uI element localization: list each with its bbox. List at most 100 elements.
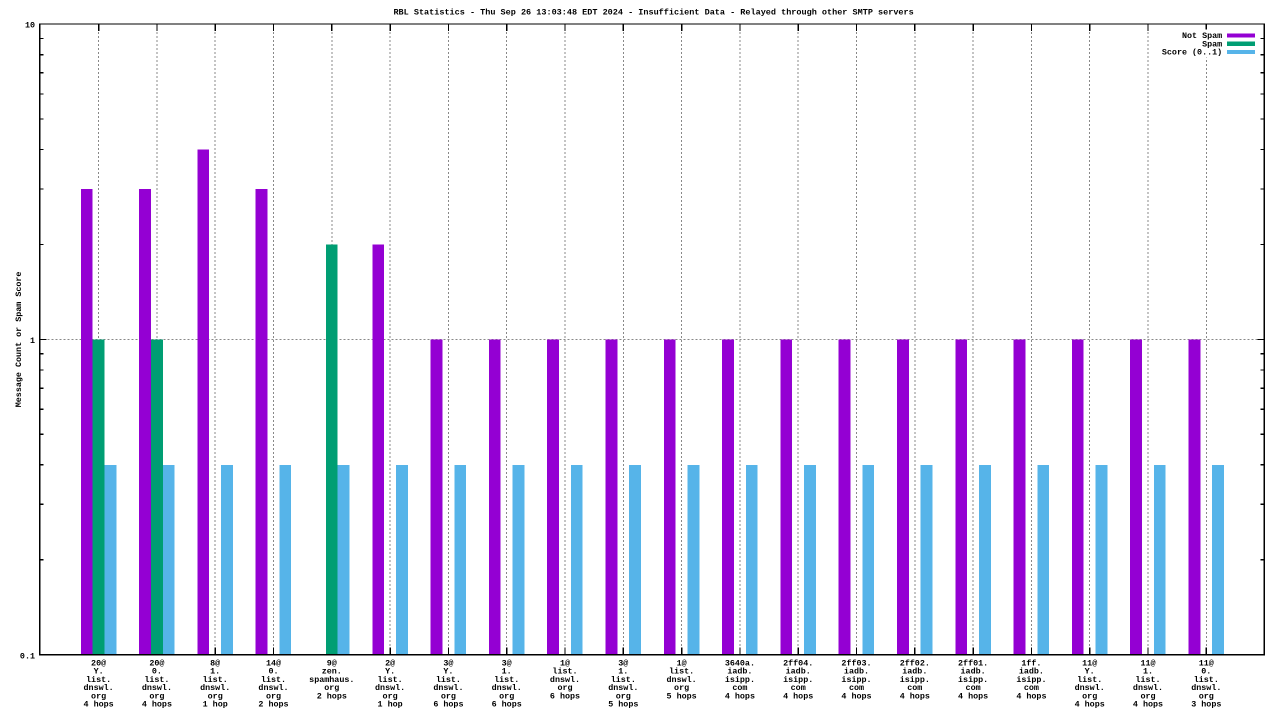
svg-text:com: com	[791, 683, 806, 693]
svg-text:3 hops: 3 hops	[1191, 700, 1221, 710]
svg-text:1 hop: 1 hop	[203, 700, 228, 710]
svg-text:8@: 8@	[210, 658, 220, 668]
svg-text:5 hops: 5 hops	[667, 691, 697, 701]
svg-text:dnswl.: dnswl.	[200, 683, 230, 693]
svg-text:com: com	[732, 683, 747, 693]
svg-text:0.1: 0.1	[20, 651, 35, 661]
svg-text:isipp.: isipp.	[725, 675, 755, 685]
svg-text:1ff.: 1ff.	[1021, 658, 1041, 668]
svg-text:2 hops: 2 hops	[317, 691, 347, 701]
svg-text:org: org	[208, 691, 223, 701]
svg-text:list.: list.	[261, 675, 286, 685]
svg-text:0.: 0.	[268, 667, 278, 677]
svg-text:org: org	[1199, 691, 1214, 701]
svg-text:dnswl.: dnswl.	[608, 683, 638, 693]
svg-text:dnswl.: dnswl.	[375, 683, 405, 693]
svg-text:org: org	[1082, 691, 1097, 701]
svg-text:list.: list.	[86, 675, 111, 685]
svg-text:iadb.: iadb.	[844, 667, 869, 677]
svg-text:1.: 1.	[1143, 667, 1153, 677]
svg-text:com: com	[1024, 683, 1039, 693]
svg-text:10: 10	[25, 21, 35, 31]
svg-text:dnswl.: dnswl.	[258, 683, 288, 693]
svg-text:com: com	[966, 683, 981, 693]
svg-text:6 hops: 6 hops	[550, 691, 580, 701]
svg-text:list.: list.	[378, 675, 403, 685]
svg-text:iadb.: iadb.	[1019, 667, 1044, 677]
svg-text:4 hops: 4 hops	[783, 691, 813, 701]
svg-text:4 hops: 4 hops	[1133, 700, 1163, 710]
svg-text:dnswl.: dnswl.	[1075, 683, 1105, 693]
svg-text:5 hops: 5 hops	[608, 700, 638, 710]
svg-text:20@: 20@	[91, 658, 106, 668]
svg-text:3@: 3@	[618, 658, 628, 668]
svg-text:1: 1	[30, 336, 35, 346]
svg-text:list.: list.	[494, 675, 519, 685]
svg-text:dnswl.: dnswl.	[550, 675, 580, 685]
svg-text:dnswl.: dnswl.	[84, 683, 114, 693]
svg-text:list.: list.	[611, 675, 636, 685]
svg-text:isipp.: isipp.	[841, 675, 871, 685]
svg-text:0.: 0.	[1201, 667, 1211, 677]
svg-text:20@: 20@	[149, 658, 164, 668]
svg-text:0.: 0.	[152, 667, 162, 677]
svg-text:isipp.: isipp.	[958, 675, 988, 685]
svg-text:com: com	[907, 683, 922, 693]
svg-text:org: org	[557, 683, 572, 693]
svg-text:spamhaus.: spamhaus.	[309, 675, 354, 685]
svg-text:4 hops: 4 hops	[142, 700, 172, 710]
svg-text:list.: list.	[436, 675, 461, 685]
svg-text:3@: 3@	[443, 658, 453, 668]
svg-text:org: org	[149, 691, 164, 701]
svg-text:Spam: Spam	[1202, 40, 1222, 50]
svg-text:1.: 1.	[618, 667, 628, 677]
svg-text:iadb.: iadb.	[902, 667, 927, 677]
svg-text:RBL Statistics - Thu Sep 26 13: RBL Statistics - Thu Sep 26 13:03:48 EDT…	[393, 7, 913, 17]
svg-text:1@: 1@	[560, 658, 570, 668]
svg-text:4 hops: 4 hops	[725, 691, 755, 701]
svg-text:iadb.: iadb.	[961, 667, 986, 677]
svg-text:dnswl.: dnswl.	[492, 683, 522, 693]
svg-text:dnswl.: dnswl.	[142, 683, 172, 693]
svg-text:iadb.: iadb.	[727, 667, 752, 677]
svg-text:11@: 11@	[1082, 658, 1097, 668]
svg-text:list.: list.	[1077, 675, 1102, 685]
svg-text:org: org	[383, 691, 398, 701]
svg-text:1@: 1@	[677, 658, 687, 668]
svg-text:2ff03.: 2ff03.	[841, 658, 871, 668]
svg-text:isipp.: isipp.	[1016, 675, 1046, 685]
svg-text:list.: list.	[669, 667, 694, 677]
svg-text:4 hops: 4 hops	[1075, 700, 1105, 710]
svg-text:org: org	[1140, 691, 1155, 701]
svg-text:4 hops: 4 hops	[958, 691, 988, 701]
svg-text:zen.: zen.	[322, 667, 342, 677]
svg-text:list.: list.	[1194, 675, 1219, 685]
svg-text:com: com	[849, 683, 864, 693]
svg-text:list.: list.	[144, 675, 169, 685]
svg-text:isipp.: isipp.	[900, 675, 930, 685]
svg-text:6 hops: 6 hops	[492, 700, 522, 710]
svg-text:11@: 11@	[1140, 658, 1155, 668]
svg-text:org: org	[91, 691, 106, 701]
svg-text:2 hops: 2 hops	[258, 700, 288, 710]
svg-text:4 hops: 4 hops	[900, 691, 930, 701]
svg-text:Not Spam: Not Spam	[1182, 31, 1222, 41]
svg-text:list.: list.	[1135, 675, 1160, 685]
svg-text:org: org	[616, 691, 631, 701]
svg-text:2@: 2@	[385, 658, 395, 668]
svg-text:dnswl.: dnswl.	[1191, 683, 1221, 693]
svg-text:2ff04.: 2ff04.	[783, 658, 813, 668]
svg-text:6 hops: 6 hops	[433, 700, 463, 710]
svg-text:org: org	[499, 691, 514, 701]
svg-text:3640a.: 3640a.	[725, 658, 755, 668]
svg-text:2ff01.: 2ff01.	[958, 658, 988, 668]
svg-text:4 hops: 4 hops	[1016, 691, 1046, 701]
svg-text:org: org	[441, 691, 456, 701]
svg-text:9@: 9@	[327, 658, 337, 668]
svg-text:3@: 3@	[502, 658, 512, 668]
svg-text:dnswl.: dnswl.	[1133, 683, 1163, 693]
svg-text:11@: 11@	[1199, 658, 1214, 668]
svg-text:1.: 1.	[502, 667, 512, 677]
svg-text:1 hop: 1 hop	[378, 700, 403, 710]
svg-text:Y.: Y.	[94, 667, 104, 677]
